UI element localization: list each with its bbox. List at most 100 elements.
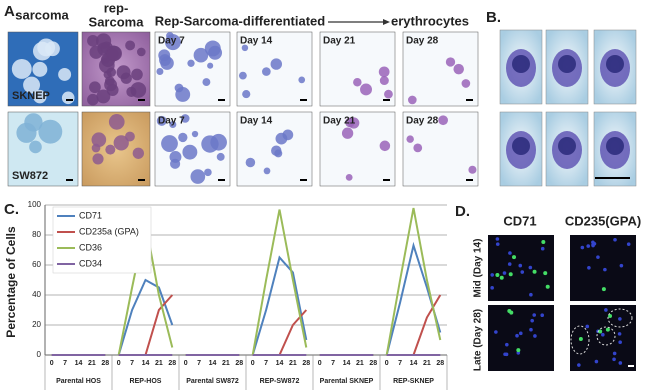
cell bbox=[413, 143, 423, 153]
series-line bbox=[252, 309, 308, 356]
group-label: REP-HOS bbox=[130, 378, 162, 385]
nucleus bbox=[606, 55, 624, 73]
x-tick-label: 21 bbox=[88, 360, 96, 367]
nucleus bbox=[515, 333, 519, 338]
nucleus bbox=[612, 351, 617, 356]
column-title: rep- bbox=[104, 0, 129, 15]
legend-label: CD34 bbox=[79, 258, 102, 268]
cell bbox=[178, 132, 188, 143]
cell bbox=[360, 83, 372, 96]
x-tick-label: 0 bbox=[385, 360, 389, 367]
nucleus bbox=[594, 359, 599, 364]
legend-label: CD36 bbox=[79, 242, 102, 252]
x-tick-label: 7 bbox=[264, 360, 268, 367]
column-title: sarcoma bbox=[15, 7, 69, 22]
x-tick-label: 0 bbox=[318, 360, 322, 367]
cell bbox=[187, 59, 195, 67]
nucleus bbox=[617, 332, 622, 336]
panel-label: C. bbox=[4, 201, 19, 218]
micrograph bbox=[488, 305, 554, 371]
cell bbox=[89, 45, 103, 59]
nucleus bbox=[577, 363, 581, 367]
y-tick-label: 20 bbox=[32, 320, 41, 329]
panel-label: D. bbox=[455, 203, 470, 220]
cell bbox=[169, 150, 182, 163]
group-label: REP-SW872 bbox=[260, 378, 300, 385]
nucleus bbox=[507, 262, 512, 266]
stain bbox=[495, 273, 500, 278]
nucleus bbox=[502, 271, 507, 275]
cell bbox=[105, 144, 116, 155]
series-line bbox=[385, 207, 442, 356]
y-axis-label: Percentage of Cells bbox=[4, 226, 18, 338]
nucleus bbox=[490, 273, 495, 277]
cell bbox=[190, 169, 206, 184]
cell bbox=[204, 168, 212, 177]
x-tick-label: 7 bbox=[130, 360, 134, 367]
cell bbox=[160, 56, 174, 70]
cell bbox=[298, 76, 306, 84]
cell bbox=[453, 63, 464, 75]
nucleus bbox=[508, 251, 512, 255]
x-tick-label: 0 bbox=[50, 360, 54, 367]
cell bbox=[32, 41, 52, 61]
cell bbox=[95, 33, 112, 49]
cell bbox=[378, 66, 390, 78]
cell bbox=[275, 132, 288, 145]
nucleus bbox=[619, 263, 624, 268]
cell bbox=[207, 62, 214, 69]
stain bbox=[512, 255, 517, 260]
cell bbox=[201, 135, 219, 153]
cell bbox=[345, 173, 353, 181]
nucleus bbox=[591, 243, 595, 247]
nucleus bbox=[490, 286, 494, 290]
series-line bbox=[117, 278, 174, 356]
cell bbox=[11, 58, 32, 79]
cell bbox=[91, 132, 107, 148]
stain bbox=[508, 272, 513, 277]
day-label: Day 7 bbox=[158, 116, 185, 127]
cell bbox=[353, 78, 362, 87]
cell bbox=[204, 40, 221, 57]
cell bbox=[131, 68, 143, 81]
cell bbox=[445, 57, 456, 67]
day-label: Day 21 bbox=[323, 116, 356, 127]
stain bbox=[541, 240, 546, 245]
nucleus bbox=[587, 266, 591, 270]
cell bbox=[89, 81, 101, 94]
nucleus bbox=[516, 351, 521, 355]
cell bbox=[38, 119, 63, 144]
cell bbox=[106, 84, 119, 96]
day-label: Day 7 bbox=[158, 36, 185, 47]
day-label: Day 14 bbox=[240, 36, 273, 47]
x-tick-label: 21 bbox=[222, 360, 230, 367]
y-tick-label: 80 bbox=[32, 230, 41, 239]
x-tick-label: 28 bbox=[235, 360, 243, 367]
x-tick-label: 7 bbox=[398, 360, 402, 367]
cell bbox=[169, 120, 177, 129]
cell bbox=[406, 135, 414, 143]
cell bbox=[32, 61, 48, 77]
column-title: CD235(GPA) bbox=[565, 213, 641, 228]
nucleus bbox=[494, 330, 498, 334]
nucleus bbox=[528, 265, 533, 270]
highlight bbox=[596, 326, 616, 346]
nucleus bbox=[558, 137, 576, 155]
legend-label: CD71 bbox=[79, 210, 102, 220]
group-label: Parental HOS bbox=[56, 378, 101, 385]
cell bbox=[180, 114, 190, 123]
cell bbox=[438, 115, 448, 126]
nucleus bbox=[529, 327, 533, 332]
x-tick-label: 28 bbox=[302, 360, 310, 367]
nucleus bbox=[503, 352, 507, 357]
stain bbox=[545, 284, 550, 289]
cell bbox=[96, 89, 111, 104]
cell bbox=[216, 152, 225, 161]
highlight bbox=[607, 308, 633, 328]
cell bbox=[87, 93, 99, 106]
cell-line-label: SKNEP bbox=[12, 90, 50, 102]
nucleus bbox=[512, 55, 530, 73]
cell bbox=[461, 79, 471, 88]
cell bbox=[156, 115, 167, 126]
group-label: Parental SW872 bbox=[186, 378, 239, 385]
